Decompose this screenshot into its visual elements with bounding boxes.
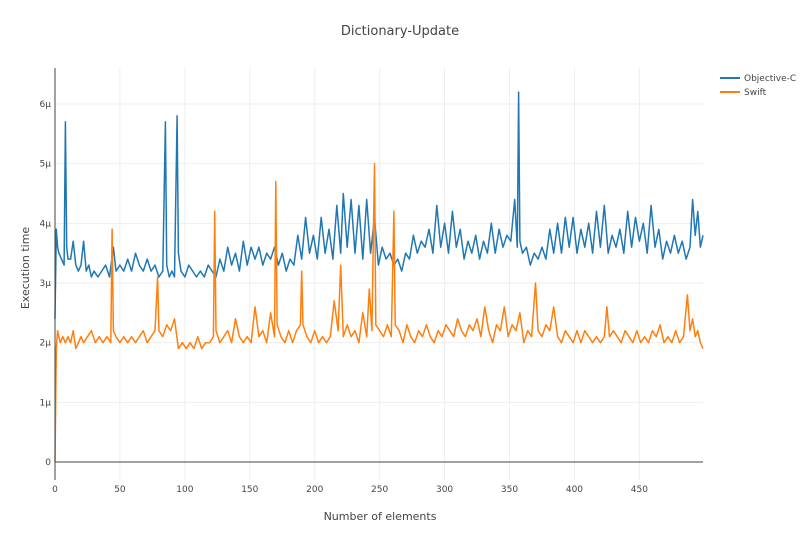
x-tick-label: 0 bbox=[52, 485, 58, 495]
x-tick-label: 400 bbox=[566, 485, 583, 495]
legend-label: Swift bbox=[744, 88, 767, 98]
y-tick-label: 4μ bbox=[40, 219, 52, 229]
axis-layer: 0 50 100 150 200 250 300 350 400 450 0 1μ 2μ 3μ 4μ 5μ 6μ bbox=[40, 68, 703, 495]
x-tick-label: 50 bbox=[114, 485, 126, 495]
x-tick-label: 450 bbox=[631, 485, 648, 495]
y-tick-label: 3μ bbox=[40, 279, 52, 289]
x-axis-title: Number of elements bbox=[324, 510, 437, 523]
y-tick-label: 5μ bbox=[40, 160, 52, 170]
series-line-objective-c bbox=[54, 91, 704, 319]
x-tick-label: 350 bbox=[501, 485, 518, 495]
y-tick-label: 0 bbox=[45, 458, 51, 468]
x-tick-label: 100 bbox=[176, 485, 193, 495]
legend-label: Objective-C bbox=[744, 74, 796, 84]
x-tick-label: 200 bbox=[306, 485, 323, 495]
x-tick-label: 150 bbox=[241, 485, 258, 495]
y-tick-label: 1μ bbox=[40, 398, 52, 408]
x-tick-label: 300 bbox=[436, 485, 453, 495]
y-axis-title: Execution time bbox=[19, 227, 32, 310]
y-tick-label: 6μ bbox=[40, 100, 52, 110]
y-tick-label: 2μ bbox=[40, 339, 52, 349]
series-layer bbox=[54, 91, 704, 463]
grid-layer bbox=[55, 68, 703, 480]
legend: Objective-C Swift bbox=[720, 74, 796, 98]
series-line-swift bbox=[54, 162, 704, 463]
chart-title: Dictionary-Update bbox=[341, 24, 459, 39]
x-tick-label: 250 bbox=[371, 485, 388, 495]
